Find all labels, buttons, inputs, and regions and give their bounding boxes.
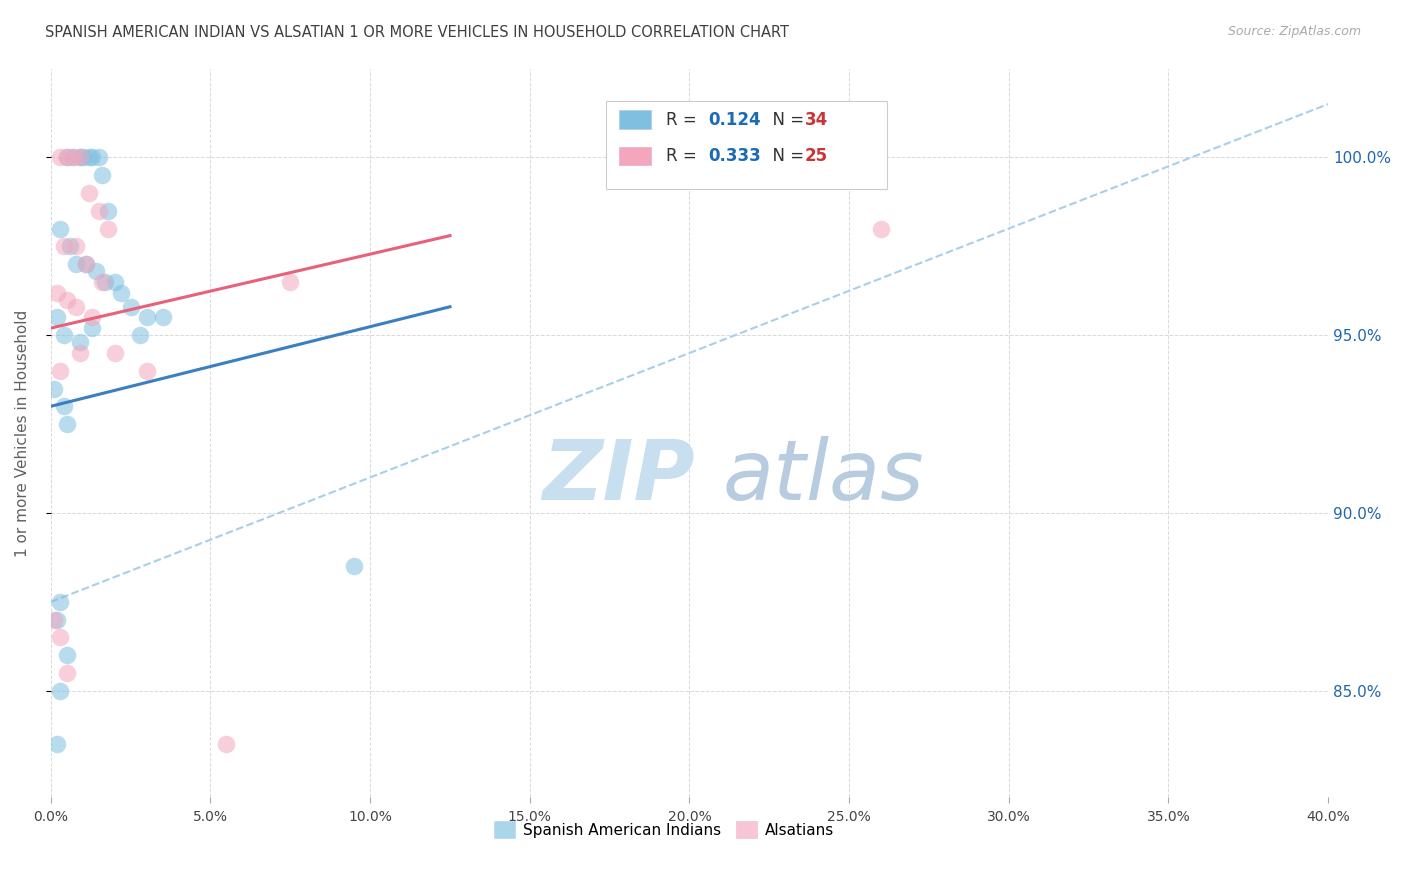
Point <box>49 364 72 378</box>
Point <box>104 275 127 289</box>
FancyBboxPatch shape <box>606 102 887 189</box>
Point <box>59 239 82 253</box>
Point <box>82 321 104 335</box>
Text: 0.124: 0.124 <box>709 111 761 128</box>
Point <box>62 150 84 164</box>
Point <box>72 150 94 164</box>
Point <box>46 285 69 300</box>
Point <box>90 275 112 289</box>
Point <box>65 239 87 253</box>
Text: R =: R = <box>666 111 703 128</box>
Text: 25: 25 <box>804 147 828 165</box>
Text: 34: 34 <box>804 111 828 128</box>
Point <box>215 737 238 751</box>
Point <box>52 328 75 343</box>
Point <box>69 150 91 164</box>
Point <box>135 310 157 325</box>
Point <box>42 382 65 396</box>
Text: N =: N = <box>762 147 810 165</box>
Point <box>49 631 72 645</box>
Point <box>56 150 79 164</box>
Legend: Spanish American Indians, Alsatians: Spanish American Indians, Alsatians <box>488 814 841 845</box>
Text: Source: ZipAtlas.com: Source: ZipAtlas.com <box>1227 25 1361 38</box>
Point <box>65 300 87 314</box>
Point <box>129 328 152 343</box>
Point <box>46 737 69 751</box>
Point <box>120 300 142 314</box>
Point <box>46 613 69 627</box>
Point <box>56 665 79 680</box>
Point <box>110 285 132 300</box>
Point <box>82 310 104 325</box>
Point <box>46 310 69 325</box>
Point <box>84 264 107 278</box>
Point <box>278 275 301 289</box>
Point <box>94 275 117 289</box>
Point <box>49 221 72 235</box>
Point <box>69 150 91 164</box>
Point <box>49 150 72 164</box>
Text: SPANISH AMERICAN INDIAN VS ALSATIAN 1 OR MORE VEHICLES IN HOUSEHOLD CORRELATION : SPANISH AMERICAN INDIAN VS ALSATIAN 1 OR… <box>45 25 789 40</box>
FancyBboxPatch shape <box>619 147 651 165</box>
Point <box>62 150 84 164</box>
Point <box>87 150 110 164</box>
Point <box>343 559 366 574</box>
Point <box>870 221 893 235</box>
Point <box>97 221 120 235</box>
Point <box>69 346 91 360</box>
Text: R =: R = <box>666 147 703 165</box>
Point <box>52 400 75 414</box>
Y-axis label: 1 or more Vehicles in Household: 1 or more Vehicles in Household <box>15 310 30 557</box>
Text: N =: N = <box>762 111 810 128</box>
Point <box>97 203 120 218</box>
Point <box>49 683 72 698</box>
Point <box>56 648 79 663</box>
Point <box>49 595 72 609</box>
Point <box>152 310 174 325</box>
Text: atlas: atlas <box>723 436 924 517</box>
Point <box>65 257 87 271</box>
FancyBboxPatch shape <box>619 111 651 128</box>
Point <box>77 186 100 200</box>
Text: ZIP: ZIP <box>543 436 695 517</box>
Point <box>75 257 97 271</box>
Point <box>69 335 91 350</box>
Point <box>135 364 157 378</box>
Point <box>82 150 104 164</box>
Point <box>42 613 65 627</box>
Point <box>52 239 75 253</box>
Point <box>75 257 97 271</box>
Point <box>87 203 110 218</box>
Point <box>104 346 127 360</box>
Text: 0.333: 0.333 <box>709 147 762 165</box>
Point <box>56 417 79 431</box>
Point <box>56 293 79 307</box>
Point <box>77 150 100 164</box>
Point <box>90 168 112 182</box>
Point <box>56 150 79 164</box>
